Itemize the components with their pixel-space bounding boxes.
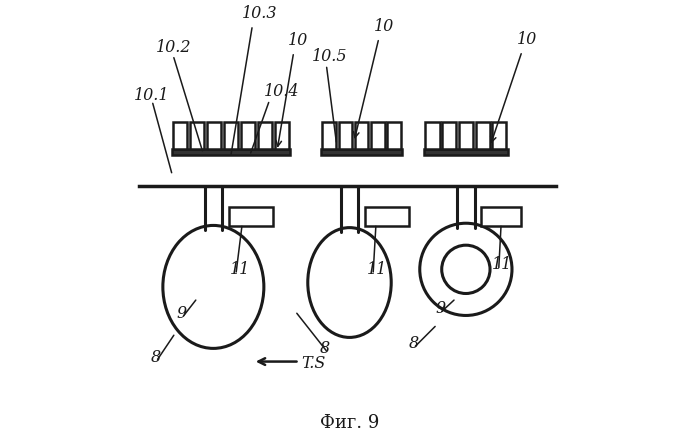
Bar: [229, 207, 273, 226]
Bar: [371, 122, 384, 149]
Circle shape: [442, 245, 490, 293]
Ellipse shape: [163, 225, 264, 348]
Text: 10: 10: [374, 18, 394, 35]
Text: 10.1: 10.1: [134, 87, 170, 104]
Text: 11: 11: [230, 261, 250, 278]
Bar: [481, 207, 521, 226]
Bar: [190, 122, 204, 149]
Bar: [173, 122, 187, 149]
Bar: [207, 122, 221, 149]
Text: 10.4: 10.4: [264, 83, 299, 100]
Bar: [322, 122, 336, 149]
Bar: [475, 122, 489, 149]
Bar: [224, 122, 238, 149]
Text: 9: 9: [435, 300, 445, 317]
Ellipse shape: [308, 228, 391, 337]
Bar: [355, 122, 368, 149]
Text: 11: 11: [367, 261, 387, 278]
Circle shape: [420, 223, 512, 316]
Text: 8: 8: [409, 335, 419, 352]
Text: 11: 11: [492, 256, 512, 273]
Bar: [426, 122, 440, 149]
Bar: [240, 122, 255, 149]
Text: 10.3: 10.3: [242, 5, 278, 22]
Bar: [275, 122, 289, 149]
Bar: [387, 122, 401, 149]
Bar: [338, 122, 352, 149]
Bar: [321, 149, 402, 155]
Text: 10: 10: [288, 32, 308, 50]
Text: T.S: T.S: [301, 355, 326, 372]
Bar: [172, 149, 290, 155]
Bar: [459, 122, 473, 149]
Text: Фиг. 9: Фиг. 9: [320, 414, 379, 432]
Bar: [442, 122, 456, 149]
Bar: [492, 122, 506, 149]
Bar: [365, 207, 409, 226]
Text: 10: 10: [517, 31, 537, 49]
Text: 10.2: 10.2: [157, 39, 192, 56]
Text: 8: 8: [151, 349, 161, 366]
Bar: [258, 122, 272, 149]
Text: 8: 8: [319, 340, 330, 357]
Bar: [424, 149, 507, 155]
Text: 10.5: 10.5: [312, 48, 347, 65]
Text: 9: 9: [177, 305, 187, 322]
